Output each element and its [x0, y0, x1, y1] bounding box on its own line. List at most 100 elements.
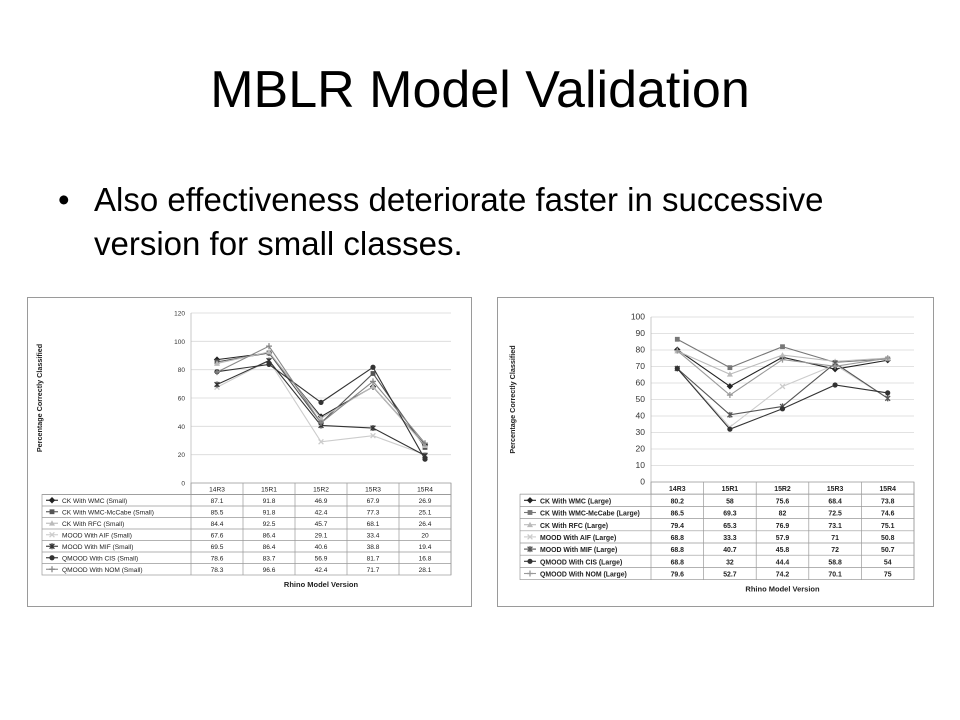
legend-entry: MOOD With AIF (Large) — [540, 535, 616, 542]
data-point — [674, 365, 680, 372]
y-axis-label: Percentage Correctly Classified — [508, 345, 517, 453]
data-label: 68.8 — [671, 547, 685, 554]
data-point — [370, 371, 376, 376]
data-point — [726, 383, 734, 390]
y-tick-label: 120 — [174, 311, 185, 318]
data-label: 78.3 — [211, 567, 224, 574]
data-point — [674, 336, 680, 342]
data-label: 75 — [884, 572, 892, 579]
bullet-point: • Also effectiveness deteriorate faster … — [58, 178, 858, 266]
series-2 — [214, 348, 428, 448]
data-label: 72 — [831, 547, 839, 554]
legend-entry: CK With WMC-McCabe (Small) — [62, 510, 154, 517]
x-tick-label: 14R3 — [209, 487, 225, 494]
x-tick-label: 14R3 — [669, 486, 686, 493]
data-label: 67.9 — [367, 498, 380, 505]
data-label: 32 — [726, 559, 734, 566]
y-axis-label: Percentage Correctly Classified — [35, 344, 44, 452]
data-label: 26.4 — [419, 521, 432, 528]
data-label: 29.1 — [315, 533, 328, 540]
data-label: 68.1 — [367, 521, 380, 528]
series-3 — [674, 361, 891, 430]
y-tick-label: 50 — [636, 394, 646, 404]
data-label: 69.3 — [723, 511, 737, 518]
data-label: 92.5 — [263, 521, 276, 528]
legend-entry: MOOD With MIF (Small) — [62, 544, 133, 551]
x-tick-label: 15R4 — [879, 486, 896, 493]
data-point — [885, 390, 891, 396]
data-label: 28.1 — [419, 567, 432, 574]
data-label: 57.9 — [776, 535, 790, 542]
slide-title: MBLR Model Validation — [210, 61, 750, 119]
series-line — [216, 359, 426, 456]
y-tick-label: 20 — [636, 444, 646, 454]
data-label: 74.2 — [776, 572, 790, 579]
legend-entry: MOOD With MIF (Large) — [540, 547, 617, 554]
data-label: 44.4 — [776, 559, 790, 566]
data-point — [318, 399, 324, 405]
large-classes-chart: Percentage Correctly Classified 0 10 20 30 40… — [497, 297, 934, 607]
series-0 — [213, 349, 429, 449]
data-label: 58 — [726, 498, 734, 505]
data-point — [318, 419, 324, 426]
data-point — [266, 361, 272, 368]
data-point — [779, 352, 786, 358]
data-point — [779, 383, 786, 390]
data-point — [884, 355, 891, 362]
data-label: 38.8 — [367, 544, 380, 551]
x-tick-label: 15R3 — [827, 486, 844, 493]
legend-entry: MOOD With AIF (Small) — [62, 533, 132, 540]
legend-marker — [48, 497, 56, 504]
legend-marker — [49, 509, 55, 515]
data-label: 40.6 — [315, 544, 328, 551]
series-line — [216, 345, 426, 444]
data-label: 46.9 — [315, 498, 328, 505]
data-label: 40.7 — [723, 547, 737, 554]
x-axis-label: Rhino Model Version — [284, 580, 359, 589]
bullet-text: Also effectiveness deteriorate faster in… — [94, 181, 824, 262]
data-label: 50.8 — [881, 535, 895, 542]
data-label: 71 — [831, 535, 839, 542]
legend-entry: CK With WMC (Small) — [62, 498, 127, 505]
y-tick-label: 100 — [174, 339, 185, 346]
data-label: 87.1 — [211, 498, 224, 505]
series-5 — [214, 361, 428, 462]
series-5 — [674, 365, 891, 432]
series-line — [216, 351, 426, 446]
legend-entry: QMOOD With NOM (Large) — [540, 572, 627, 579]
y-tick-label: 40 — [636, 411, 646, 421]
x-tick-label: 15R1 — [261, 487, 277, 494]
data-point — [779, 406, 786, 412]
data-point — [726, 392, 733, 399]
data-label: 84.4 — [211, 521, 224, 528]
data-label: 50.7 — [881, 547, 895, 554]
data-label: 54 — [884, 559, 892, 566]
legend-entry: CK With WMC-McCabe (Large) — [540, 511, 640, 518]
data-label: 33.4 — [367, 533, 380, 540]
y-tick-label: 0 — [181, 481, 185, 488]
legend-marker — [49, 555, 55, 561]
data-label: 96.6 — [263, 567, 276, 574]
legend-marker — [527, 558, 533, 564]
data-point — [266, 343, 272, 350]
data-label: 73.1 — [828, 523, 842, 530]
data-label: 86.5 — [671, 511, 685, 518]
x-tick-label: 15R3 — [365, 487, 381, 494]
legend-marker — [526, 497, 534, 504]
data-point — [214, 369, 220, 376]
data-point — [422, 440, 428, 447]
small-classes-chart: Percentage Correctly Classified 0 20 40 60 80… — [27, 297, 472, 607]
y-tick-label: 0 — [640, 477, 645, 487]
legend-marker — [527, 534, 533, 540]
legend-marker — [49, 543, 55, 550]
data-label: 45.7 — [315, 521, 328, 528]
data-label: 72.5 — [828, 511, 842, 518]
data-label: 56.9 — [315, 556, 328, 563]
data-label: 75.1 — [881, 523, 895, 530]
data-label: 45.8 — [776, 547, 790, 554]
data-label: 68.8 — [671, 559, 685, 566]
data-point — [370, 425, 376, 432]
data-label: 91.8 — [263, 510, 276, 517]
data-point — [370, 378, 376, 385]
legend-entry: CK With RFC (Large) — [540, 523, 608, 530]
